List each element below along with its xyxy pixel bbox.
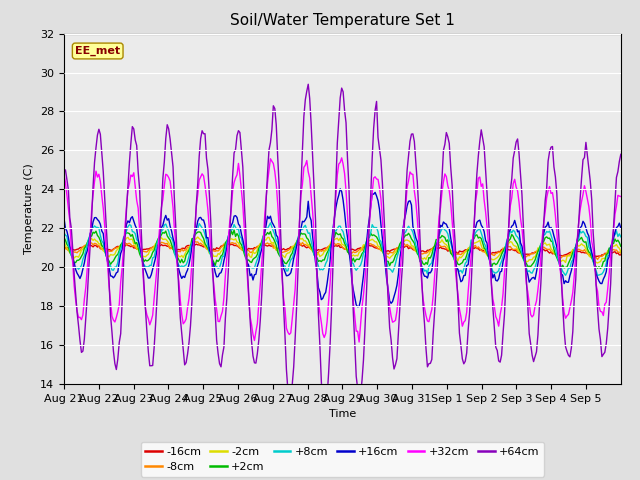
+2cm: [458, 260, 466, 265]
+8cm: [79, 256, 87, 262]
+2cm: [79, 251, 87, 257]
+2cm: [557, 265, 565, 271]
Title: Soil/Water Temperature Set 1: Soil/Water Temperature Set 1: [230, 13, 455, 28]
+32cm: [355, 339, 363, 345]
+32cm: [617, 193, 625, 199]
+2cm: [60, 235, 68, 240]
+64cm: [349, 310, 357, 315]
+8cm: [97, 232, 104, 238]
+64cm: [460, 361, 468, 367]
+8cm: [616, 231, 623, 237]
+8cm: [541, 231, 549, 237]
+8cm: [562, 273, 570, 278]
+16cm: [348, 277, 356, 283]
+2cm: [97, 238, 104, 243]
+16cm: [543, 223, 550, 229]
Line: +64cm: +64cm: [64, 84, 621, 418]
-8cm: [594, 256, 602, 262]
-8cm: [79, 244, 87, 250]
Line: +2cm: +2cm: [64, 230, 621, 268]
-8cm: [60, 243, 68, 249]
+8cm: [60, 230, 68, 236]
-16cm: [458, 249, 466, 254]
-2cm: [348, 253, 356, 259]
+16cm: [616, 220, 623, 226]
+64cm: [305, 82, 312, 87]
+64cm: [60, 168, 68, 174]
-16cm: [60, 243, 68, 249]
+64cm: [616, 158, 623, 164]
-2cm: [541, 240, 549, 246]
X-axis label: Time: Time: [329, 409, 356, 419]
-2cm: [79, 246, 87, 252]
+2cm: [230, 227, 238, 233]
-2cm: [594, 260, 602, 266]
+16cm: [460, 273, 468, 278]
+2cm: [617, 243, 625, 249]
-16cm: [594, 253, 602, 259]
-16cm: [97, 246, 104, 252]
-8cm: [616, 249, 623, 255]
Text: EE_met: EE_met: [75, 46, 120, 56]
-8cm: [97, 245, 104, 251]
+32cm: [79, 312, 87, 318]
-16cm: [79, 244, 87, 250]
Line: +16cm: +16cm: [64, 189, 621, 307]
+32cm: [616, 193, 623, 199]
Line: +32cm: +32cm: [64, 158, 621, 342]
+64cm: [543, 185, 550, 191]
+32cm: [348, 271, 356, 276]
-2cm: [458, 253, 466, 259]
-8cm: [617, 250, 625, 256]
+32cm: [97, 179, 104, 185]
-8cm: [348, 250, 356, 256]
+8cm: [348, 260, 356, 265]
-2cm: [617, 249, 625, 255]
-16cm: [225, 241, 232, 247]
-2cm: [194, 234, 202, 240]
-16cm: [617, 252, 625, 258]
+8cm: [458, 270, 466, 276]
+32cm: [543, 195, 550, 201]
-8cm: [458, 250, 466, 256]
+16cm: [97, 221, 104, 227]
-8cm: [191, 239, 198, 244]
+16cm: [354, 304, 362, 310]
+64cm: [321, 415, 328, 421]
-16cm: [541, 248, 549, 254]
-2cm: [60, 238, 68, 244]
+2cm: [616, 240, 623, 245]
+2cm: [348, 258, 356, 264]
+8cm: [617, 234, 625, 240]
Line: -2cm: -2cm: [64, 237, 621, 263]
+16cm: [60, 216, 68, 221]
+32cm: [338, 155, 346, 161]
-16cm: [616, 252, 623, 258]
+8cm: [267, 220, 275, 226]
Line: -8cm: -8cm: [64, 241, 621, 259]
Y-axis label: Temperature (C): Temperature (C): [24, 163, 35, 254]
+16cm: [337, 186, 344, 192]
+64cm: [97, 132, 104, 137]
Line: +8cm: +8cm: [64, 223, 621, 276]
+16cm: [79, 266, 87, 272]
-2cm: [97, 241, 104, 247]
-2cm: [616, 245, 623, 251]
-16cm: [348, 246, 356, 252]
+16cm: [617, 226, 625, 231]
+32cm: [460, 319, 468, 325]
+2cm: [541, 235, 549, 240]
Legend: -16cm, -8cm, -2cm, +2cm, +8cm, +16cm, +32cm, +64cm: -16cm, -8cm, -2cm, +2cm, +8cm, +16cm, +3…: [141, 442, 544, 477]
-8cm: [541, 245, 549, 251]
Line: -16cm: -16cm: [64, 244, 621, 256]
+32cm: [60, 171, 68, 177]
+64cm: [617, 152, 625, 157]
+64cm: [79, 348, 87, 354]
